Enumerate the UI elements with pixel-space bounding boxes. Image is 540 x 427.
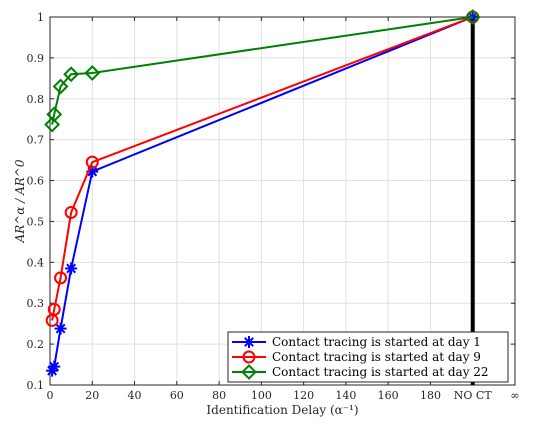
- x-tick-label: 160: [378, 389, 399, 402]
- series-layer: [44, 9, 481, 385]
- x-tick-label: 20: [85, 389, 99, 402]
- legend-label: Contact tracing is started at day 1: [272, 335, 481, 349]
- x-tick-label: 180: [420, 389, 441, 402]
- y-tick-label: 0.2: [27, 338, 45, 351]
- x-tick-label: 120: [293, 389, 314, 402]
- y-tick-label: 0.8: [27, 93, 45, 106]
- legend-marker: [242, 350, 256, 364]
- legend-item: Contact tracing is started at day 9: [232, 350, 481, 364]
- y-axis-label: AR^α / AR^0: [13, 159, 27, 243]
- data-point: [54, 322, 67, 335]
- legend-box: [227, 331, 509, 383]
- legend-label: Contact tracing is started at day 22: [272, 365, 489, 379]
- data-point: [47, 302, 61, 316]
- data-point: [44, 116, 61, 133]
- x-tick-label: 40: [128, 389, 142, 402]
- data-point: [46, 106, 63, 123]
- data-point: [63, 66, 80, 83]
- data-point: [464, 9, 481, 25]
- plot-frame: [49, 16, 516, 386]
- y-tick-label: 0.6: [27, 175, 45, 188]
- data-point: [85, 155, 99, 169]
- x-tick-label: 60: [170, 389, 184, 402]
- x-tick-label: 80: [212, 389, 226, 402]
- data-point: [52, 78, 69, 95]
- data-point: [54, 271, 68, 285]
- y-tick-label: 0.3: [27, 297, 45, 310]
- data-point: [84, 65, 101, 81]
- legend-item: Contact tracing is started at day 22: [232, 364, 489, 380]
- y-tick-label: 1: [37, 11, 44, 24]
- data-point: [46, 364, 59, 377]
- x-tick-label: ∞: [510, 389, 519, 402]
- x-tick-label: NO CT: [454, 389, 493, 402]
- legend-marker: [243, 336, 255, 348]
- series-line-2: [51, 16, 474, 321]
- legend-marker: [241, 364, 257, 380]
- x-tick-label: 100: [251, 389, 272, 402]
- data-point: [65, 262, 78, 275]
- legend: Contact tracing is started at day 1Conta…: [227, 331, 509, 383]
- legend-item: Contact tracing is started at day 1: [232, 335, 481, 349]
- legend-label: Contact tracing is started at day 9: [272, 350, 481, 364]
- series-line-3: [51, 16, 473, 125]
- grid: [50, 17, 515, 385]
- plot-area: [50, 17, 515, 385]
- x-tick-label: 0: [47, 389, 54, 402]
- x-tick-label: 140: [335, 389, 356, 402]
- y-tick-label: 0.9: [27, 52, 45, 65]
- x-axis-label: Identification Delay (α⁻¹): [206, 403, 358, 417]
- y-tick-label: 0.5: [27, 215, 45, 228]
- y-tick-label: 0.1: [27, 379, 45, 392]
- data-point: [48, 360, 61, 373]
- axes: 0 20 40 60 80 100 120 140 160 180 NO CT ∞ 0.1 0.2 0.3 0…: [13, 11, 520, 417]
- y-tick-label: 0.4: [27, 256, 45, 269]
- y-tick-label: 0.7: [27, 134, 45, 147]
- data-point: [64, 205, 78, 219]
